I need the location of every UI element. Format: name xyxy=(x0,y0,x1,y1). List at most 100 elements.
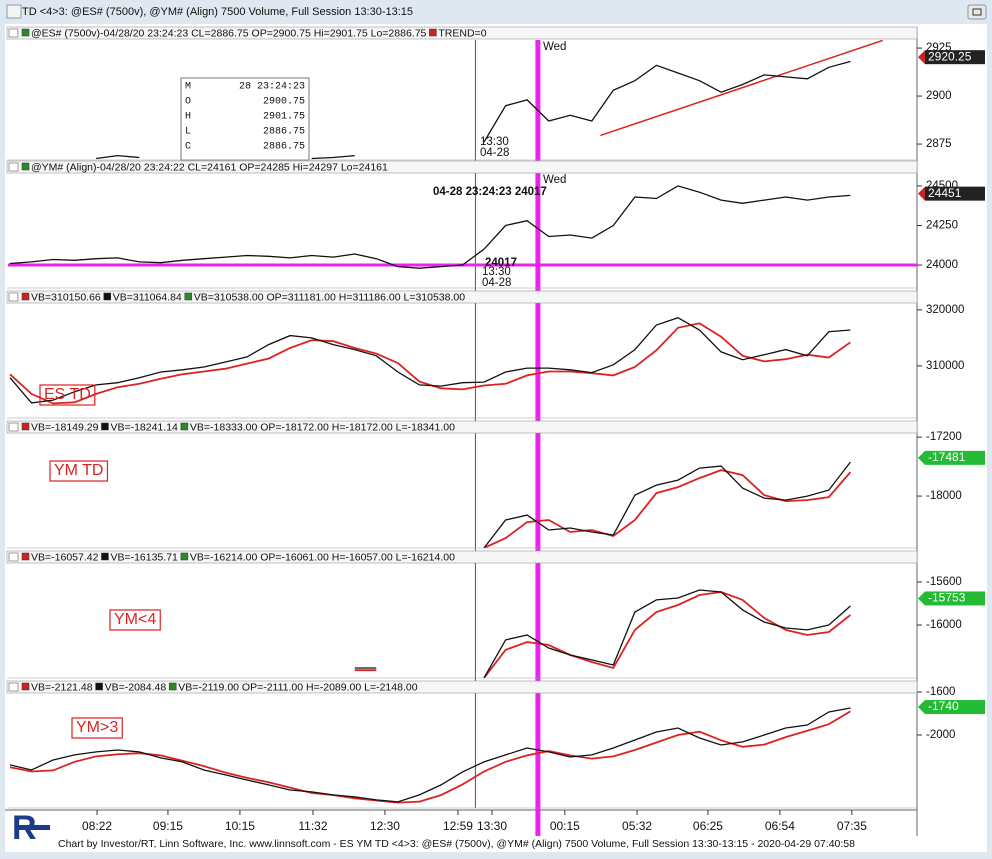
info-key: L xyxy=(185,127,191,138)
pane-close[interactable] xyxy=(8,422,19,432)
info-key: H xyxy=(185,112,191,123)
info-value: 2886.75 xyxy=(263,142,305,153)
pane xyxy=(8,185,917,269)
pane-label: YM>3 xyxy=(76,719,118,736)
pane-header xyxy=(6,160,918,174)
x-tick-label: 07:35 xyxy=(837,819,867,833)
series-line xyxy=(354,591,851,678)
pane-header xyxy=(6,290,918,304)
system-menu[interactable] xyxy=(6,4,22,19)
header-text: VB=-16057.42 xyxy=(31,551,99,563)
badge-arrow xyxy=(918,50,925,65)
info-key: C xyxy=(185,142,191,153)
header-text: VB=-18149.29 xyxy=(31,421,99,433)
info-value: 2901.75 xyxy=(263,112,305,123)
header-text: VB=310150.66 xyxy=(31,291,101,303)
pane-header xyxy=(6,26,918,40)
price-badge xyxy=(925,186,985,201)
y-tick-label: 24250 xyxy=(926,219,958,231)
x-tick-label: 00:15 xyxy=(550,819,580,833)
header-text: VB=-2121.48 xyxy=(31,681,93,693)
header-text: VB=-16214.00 OP=-16061.00 H=-16057.00 L=… xyxy=(190,551,455,563)
y-tick-label: -17200 xyxy=(926,431,962,443)
x-tick-label: 05:32 xyxy=(622,819,652,833)
pane-label: YM<4 xyxy=(114,611,156,628)
x-tick-label: 06:54 xyxy=(765,819,795,833)
price-badge-label: -1740 xyxy=(928,699,959,713)
series-line xyxy=(483,469,852,548)
pane-header xyxy=(6,550,918,564)
logo: R xyxy=(12,809,50,847)
info-key: M xyxy=(185,82,191,93)
header-text: VB=-18333.00 OP=-18172.00 H=-18172.00 L=… xyxy=(190,421,455,433)
y-tick-label: -16000 xyxy=(926,619,962,631)
y-tick-label: 320000 xyxy=(926,304,964,316)
trend-line xyxy=(600,40,883,137)
annotation: Wed xyxy=(543,41,566,53)
x-tick-label: 09:15 xyxy=(153,819,183,833)
pane-label-box xyxy=(71,717,123,739)
pane xyxy=(9,316,851,405)
pane-close[interactable] xyxy=(8,162,19,172)
info-value: 2900.75 xyxy=(263,97,305,108)
series-line xyxy=(96,60,851,160)
badge-arrow xyxy=(918,700,925,715)
info-key: O xyxy=(185,97,191,108)
y-tick-label: -15600 xyxy=(926,576,962,588)
price-badge-label: -17481 xyxy=(928,450,966,464)
pane xyxy=(96,40,883,160)
price-badge-label: -15753 xyxy=(928,591,966,605)
x-tick-label: 08:22 xyxy=(82,819,112,833)
price-badge xyxy=(925,591,985,606)
y-tick-label: 24000 xyxy=(926,259,958,271)
pane-close[interactable] xyxy=(8,552,19,562)
annotation: Wed xyxy=(543,174,566,186)
y-tick-label: 310000 xyxy=(926,360,964,372)
header-text: VB=-18241.14 xyxy=(110,421,178,433)
x-tick-label: 13:30 xyxy=(477,819,507,833)
price-badge xyxy=(925,450,985,465)
x-tick-label: 11:32 xyxy=(298,819,327,833)
header-swatch xyxy=(101,422,109,431)
restore-button[interactable] xyxy=(967,4,987,20)
price-badge-label: 2920.25 xyxy=(928,49,972,63)
pane-close[interactable] xyxy=(8,292,19,302)
header-swatch xyxy=(184,292,193,301)
annotation: 04-28 xyxy=(482,277,511,289)
badge-arrow xyxy=(918,450,925,465)
annotation: 13:30 xyxy=(482,266,511,278)
annotation: 13:30 xyxy=(480,136,509,148)
header-swatch xyxy=(429,28,437,37)
header-text: VB=310538.00 OP=311181.00 H=311186.00 L=… xyxy=(194,291,465,303)
header-swatch xyxy=(21,422,30,431)
header-swatch xyxy=(103,292,112,301)
logo-bar xyxy=(18,825,50,830)
x-tick-label: 10:15 xyxy=(225,819,255,833)
y-tick-label: -2000 xyxy=(926,729,955,741)
header-swatch xyxy=(168,682,177,691)
x-tick-label: 12:30 xyxy=(370,819,400,833)
price-badge xyxy=(925,50,985,65)
header-swatch xyxy=(180,422,189,431)
annotation: 04-28 23:24:23 24017 xyxy=(433,186,547,198)
pane-label-box xyxy=(109,609,161,631)
price-badge-label: 24451 xyxy=(928,186,962,200)
y-tick-label: 2900 xyxy=(926,90,952,102)
window-title: TD <4>3: @ES# (7500v), @YM# (Align) 7500… xyxy=(22,6,413,18)
header-text: VB=311064.84 xyxy=(113,291,182,303)
badge-arrow xyxy=(918,186,925,201)
header-swatch xyxy=(101,552,109,561)
header-text: @ES# (7500v)-04/28/20 23:24:23 CL=2886.7… xyxy=(31,27,427,39)
series-line xyxy=(9,707,851,803)
pane-close[interactable] xyxy=(8,28,19,38)
header-text: VB=-16135.71 xyxy=(110,551,178,563)
badge-arrow xyxy=(918,591,925,606)
y-tick-label: -1600 xyxy=(926,686,955,698)
series-line xyxy=(354,589,851,678)
restore-icon xyxy=(972,8,982,16)
header-swatch xyxy=(21,552,30,561)
x-tick-label: 06:25 xyxy=(693,819,723,833)
header-swatch xyxy=(95,682,103,691)
pane-close[interactable] xyxy=(8,682,19,692)
